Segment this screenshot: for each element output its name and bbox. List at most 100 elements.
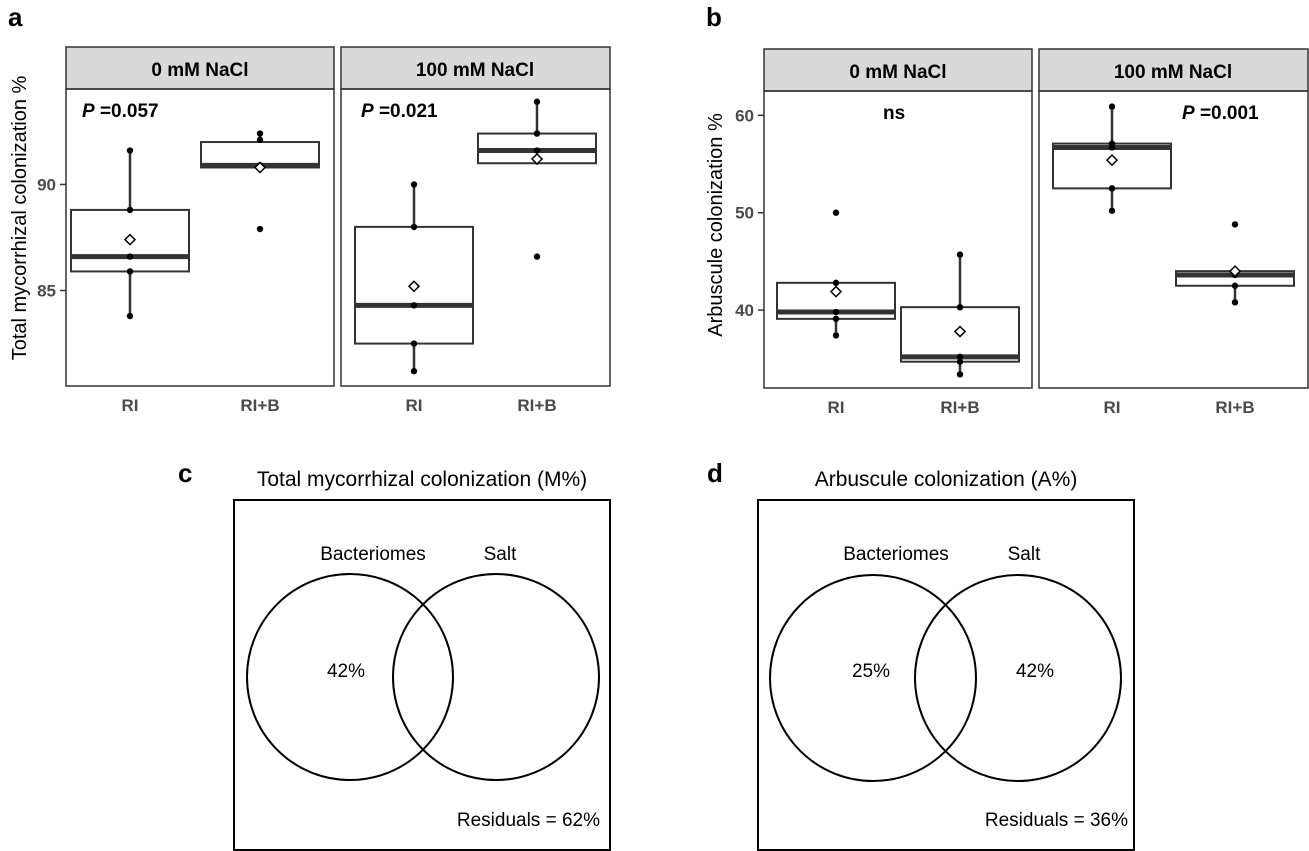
plot-area xyxy=(763,90,1033,389)
facet-title: 0 mM NaCl xyxy=(849,62,946,83)
data-point xyxy=(410,340,418,347)
data-point xyxy=(410,302,418,309)
venn-residuals: Residuals = 36% xyxy=(985,810,1128,831)
data-point xyxy=(956,371,964,378)
mean-marker xyxy=(1105,154,1119,167)
panel-a-letter: a xyxy=(8,2,23,32)
boxplots xyxy=(776,209,1020,378)
mean-marker xyxy=(953,325,967,338)
venn-set-label: Salt xyxy=(1008,544,1041,565)
x-tick-label: RI+B xyxy=(1215,398,1254,417)
data-point xyxy=(956,353,964,361)
facet-title: 0 mM NaCl xyxy=(151,60,248,81)
x-tick-label: RI xyxy=(406,396,423,415)
x-tick-label: RI+B xyxy=(240,396,279,415)
data-point xyxy=(1108,140,1116,147)
venn-residuals: Residuals = 62% xyxy=(457,810,600,831)
data-point xyxy=(1231,299,1239,306)
panel-c: c Total mycorrhizal colonization (M%) Ba… xyxy=(178,458,611,851)
boxplots xyxy=(70,130,320,320)
p-value-label: P =0.021 xyxy=(361,101,438,122)
venn-circle-bacteriomes xyxy=(769,574,977,782)
data-point xyxy=(533,98,541,105)
x-tick-label: RI xyxy=(1104,398,1121,417)
venn-set-label: Salt xyxy=(484,544,517,565)
y-tick-label: 60 xyxy=(735,106,754,125)
data-point xyxy=(126,312,134,320)
panel-b: b Arbuscule colonization % 40 50 60 0 mM N… xyxy=(705,2,1309,417)
data-point xyxy=(832,315,840,323)
mean-marker xyxy=(123,233,137,246)
boxplots xyxy=(354,98,597,375)
facet-strip xyxy=(65,46,335,90)
venn-region-value: 25% xyxy=(852,661,890,682)
data-point xyxy=(832,279,840,287)
panel-a-facet-0: 0 mM NaCl P =0.057 RI RI+B xyxy=(65,46,335,415)
data-point xyxy=(126,206,134,214)
p-value-label: P =0.057 xyxy=(82,101,159,122)
data-point xyxy=(410,367,418,375)
venn-title: Arbuscule colonization (A%) xyxy=(815,468,1078,491)
p-value-label: P =0.001 xyxy=(1182,103,1259,124)
data-point xyxy=(126,268,134,275)
facet-strip xyxy=(1038,48,1309,92)
mean-marker xyxy=(1228,265,1242,278)
data-point xyxy=(832,209,840,216)
facet-title: 100 mM NaCl xyxy=(416,60,534,81)
data-point xyxy=(956,358,964,365)
data-point xyxy=(256,225,264,233)
panel-b-facet-1: 100 mM NaCl P =0.001 RI RI+B xyxy=(1038,48,1309,417)
panel-b-letter: b xyxy=(706,2,722,32)
y-tick-label: 50 xyxy=(735,204,754,223)
venn-title: Total mycorrhizal colonization (M%) xyxy=(257,468,587,491)
venn-frame xyxy=(233,499,611,851)
venn-circle-bacteriomes xyxy=(246,573,454,781)
facet-strip xyxy=(340,46,611,90)
boxplots xyxy=(1052,103,1295,306)
data-point xyxy=(256,130,264,137)
venn-region-value: 42% xyxy=(327,661,365,682)
data-point xyxy=(126,147,134,154)
panel-c-letter: c xyxy=(178,458,192,488)
venn-circle-salt xyxy=(914,574,1122,782)
x-tick-label: RI+B xyxy=(517,396,556,415)
ns-label: ns xyxy=(883,103,905,124)
panel-b-facet-0: 0 mM NaCl ns RI RI+B xyxy=(763,48,1033,417)
x-tick-label: RI xyxy=(828,398,845,417)
venn-set-label: Bacteriomes xyxy=(320,544,426,565)
panel-a-y-axis: 85 90 xyxy=(37,175,66,301)
data-point xyxy=(533,130,541,137)
mean-marker xyxy=(253,161,267,174)
data-point xyxy=(533,147,541,154)
plot-area xyxy=(340,88,611,387)
data-point xyxy=(533,253,541,260)
panel-a-ylabel: Total mycorrhizal colonization % xyxy=(9,76,31,361)
plot-area xyxy=(1038,90,1309,389)
facet-title: 100 mM NaCl xyxy=(1114,62,1232,83)
x-tick-label: RI+B xyxy=(940,398,979,417)
data-point xyxy=(1231,221,1239,228)
data-point xyxy=(256,136,264,144)
panel-a-facet-1: 100 mM NaCl P =0.021 RI RI+B xyxy=(340,46,611,415)
data-point xyxy=(1108,207,1116,214)
venn-region-value: 42% xyxy=(1016,661,1054,682)
panel-d: d Arbuscule colonization (A%) Bacteriome… xyxy=(707,458,1135,851)
panel-b-ylabel: Arbuscule colonization % xyxy=(705,113,727,337)
y-tick-label: 40 xyxy=(735,301,754,320)
data-point xyxy=(956,303,964,311)
panel-a: a Total mycorrhizal colonization % 8590 … xyxy=(8,2,611,415)
data-point xyxy=(410,181,418,188)
data-point xyxy=(1108,103,1116,110)
venn-frame xyxy=(757,499,1135,851)
data-point xyxy=(410,223,418,231)
venn-set-label: Bacteriomes xyxy=(843,544,949,565)
y-tick-label: 90 xyxy=(37,175,56,194)
data-point xyxy=(956,251,964,258)
x-tick-label: RI xyxy=(122,396,139,415)
plot-area xyxy=(65,88,335,387)
y-tick-label: 85 xyxy=(37,282,56,301)
panel-b-y-axis: 40 50 60 xyxy=(735,106,764,320)
data-point xyxy=(1231,282,1239,289)
mean-marker xyxy=(530,152,544,166)
